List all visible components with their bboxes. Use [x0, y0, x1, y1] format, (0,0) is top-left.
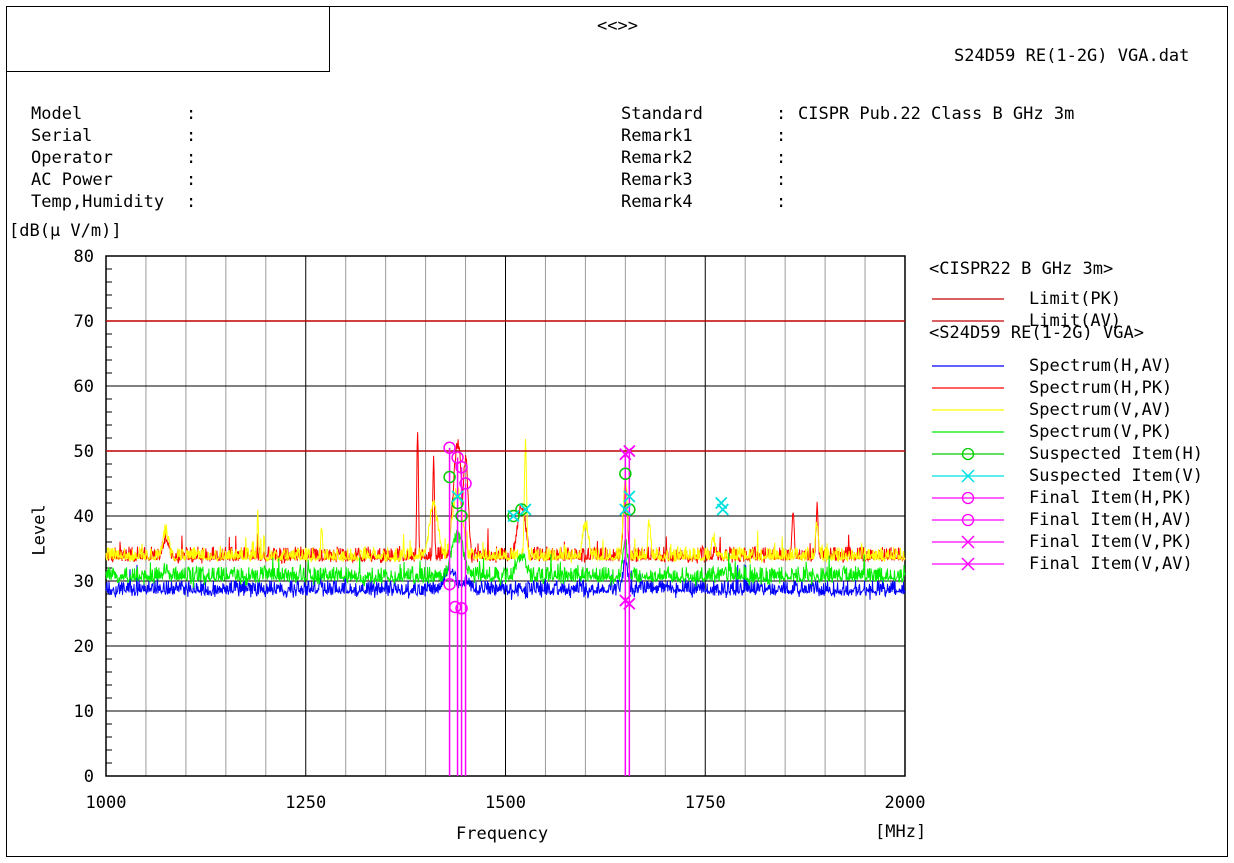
x-axis-unit: [MHz] [875, 822, 927, 842]
info-label-remark2: Remark2 [621, 148, 693, 168]
final-item-h-av-marker [443, 578, 456, 591]
x-axis-label: Frequency [456, 824, 549, 844]
final-item-v-av-marker [623, 597, 636, 610]
final-item-h-pk-marker [459, 477, 472, 490]
info-sep: : [186, 126, 197, 146]
final-item-h-pk-marker [443, 441, 456, 454]
logo-box [6, 6, 330, 72]
y-tick-label: 40 [74, 507, 94, 527]
info-sep: : [776, 192, 787, 212]
suspected-item-h-marker [623, 503, 636, 516]
final-item-h-pk-marker [455, 461, 468, 474]
legend-label: Limit(AV) [1029, 311, 1122, 331]
info-label-ac-power: AC Power [31, 170, 113, 190]
info-label-temp-humidity: Temp,Humidity [31, 192, 165, 212]
legend-marker-circle [961, 513, 975, 527]
plot-area [105, 255, 906, 777]
info-sep: : [776, 148, 787, 168]
info-value-standard: CISPR Pub.22 Class B GHz 3m [798, 104, 1075, 124]
y-tick-label: 50 [74, 442, 94, 462]
legend-label: Suspected Item(H) [1029, 444, 1203, 464]
x-tick-label: 2000 [885, 793, 926, 813]
suspected-item-v-marker [507, 509, 520, 523]
x-tick-label: 1750 [685, 793, 726, 813]
y-tick-label: 0 [84, 767, 94, 787]
info-label-standard: Standard [621, 104, 703, 124]
info-label-model: Model [31, 104, 83, 124]
info-label-serial: Serial [31, 126, 93, 146]
y-tick-label: 10 [74, 702, 94, 722]
legend-label: Spectrum(V,AV) [1029, 400, 1173, 420]
legend-label: Spectrum(V,PK) [1029, 422, 1173, 442]
legend-label: Spectrum(H,PK) [1029, 378, 1173, 398]
suspected-item-h-marker [619, 467, 632, 480]
suspected-item-h-marker [507, 509, 520, 523]
x-tick-label: 1250 [285, 793, 326, 813]
legend-label: Final Item(H,PK) [1029, 488, 1193, 508]
legend-label: Final Item(H,AV) [1029, 510, 1193, 530]
suspected-item-v-marker [623, 490, 636, 503]
spectrum-line-spectrumhav [105, 556, 906, 600]
file-name: S24D59 RE(1-2G) VGA.dat [954, 46, 1190, 66]
legend-marker-cross [961, 535, 975, 549]
info-sep: : [776, 104, 787, 124]
y-axis-unit: [dB(μ V/m)] [9, 221, 122, 241]
x-tick-label: 1500 [485, 793, 526, 813]
legend-group2-title: <S24D59 RE(1-2G) VGA> [929, 323, 1144, 343]
final-item-h-av-marker [455, 602, 468, 615]
final-item-h-av-marker [448, 600, 462, 614]
spectrum-line-spectrumvpk [105, 438, 906, 564]
info-label-remark1: Remark1 [621, 126, 693, 146]
header-center-mark: <<>> [597, 16, 638, 36]
legend-marker-cross [961, 469, 975, 483]
y-tick-label: 80 [74, 247, 94, 267]
info-sep: : [776, 126, 787, 146]
legend-marker-circle [961, 447, 975, 461]
info-sep: : [186, 192, 197, 212]
legend-marker-circle [961, 491, 975, 505]
legend-label: Limit(PK) [1029, 289, 1122, 309]
suspected-item-v-marker [716, 503, 729, 516]
suspected-item-h-marker [443, 470, 456, 484]
info-label-remark4: Remark4 [621, 192, 693, 212]
info-sep: : [776, 170, 787, 190]
legend-label: Final Item(V,PK) [1029, 532, 1193, 552]
x-tick-label: 1000 [86, 793, 127, 813]
legend-label: Suspected Item(V) [1029, 466, 1203, 486]
info-label-operator: Operator [31, 148, 113, 168]
y-tick-label: 30 [74, 572, 94, 592]
report-frame [6, 6, 1228, 857]
legend-marker-cross [961, 557, 975, 571]
y-tick-label: 60 [74, 377, 94, 397]
suspected-item-v-marker [451, 490, 464, 503]
suspected-item-h-marker [455, 509, 468, 523]
info-sep: : [186, 148, 197, 168]
info-sep: : [186, 104, 197, 124]
legend-label: Spectrum(H,AV) [1029, 356, 1173, 376]
legend-group1-title: <CISPR22 B GHz 3m> [929, 259, 1114, 279]
suspected-item-h-marker [515, 503, 528, 516]
suspected-item-v-marker [519, 503, 532, 516]
y-tick-label: 70 [74, 312, 94, 332]
spectrum-line-spectrumvav [105, 528, 906, 589]
suspected-item-v-marker [619, 503, 632, 516]
final-item-v-pk-marker [623, 444, 636, 458]
legend-label: Final Item(V,AV) [1029, 554, 1193, 574]
info-sep: : [186, 170, 197, 190]
info-label-remark3: Remark3 [621, 170, 693, 190]
y-tick-label: 20 [74, 637, 94, 657]
